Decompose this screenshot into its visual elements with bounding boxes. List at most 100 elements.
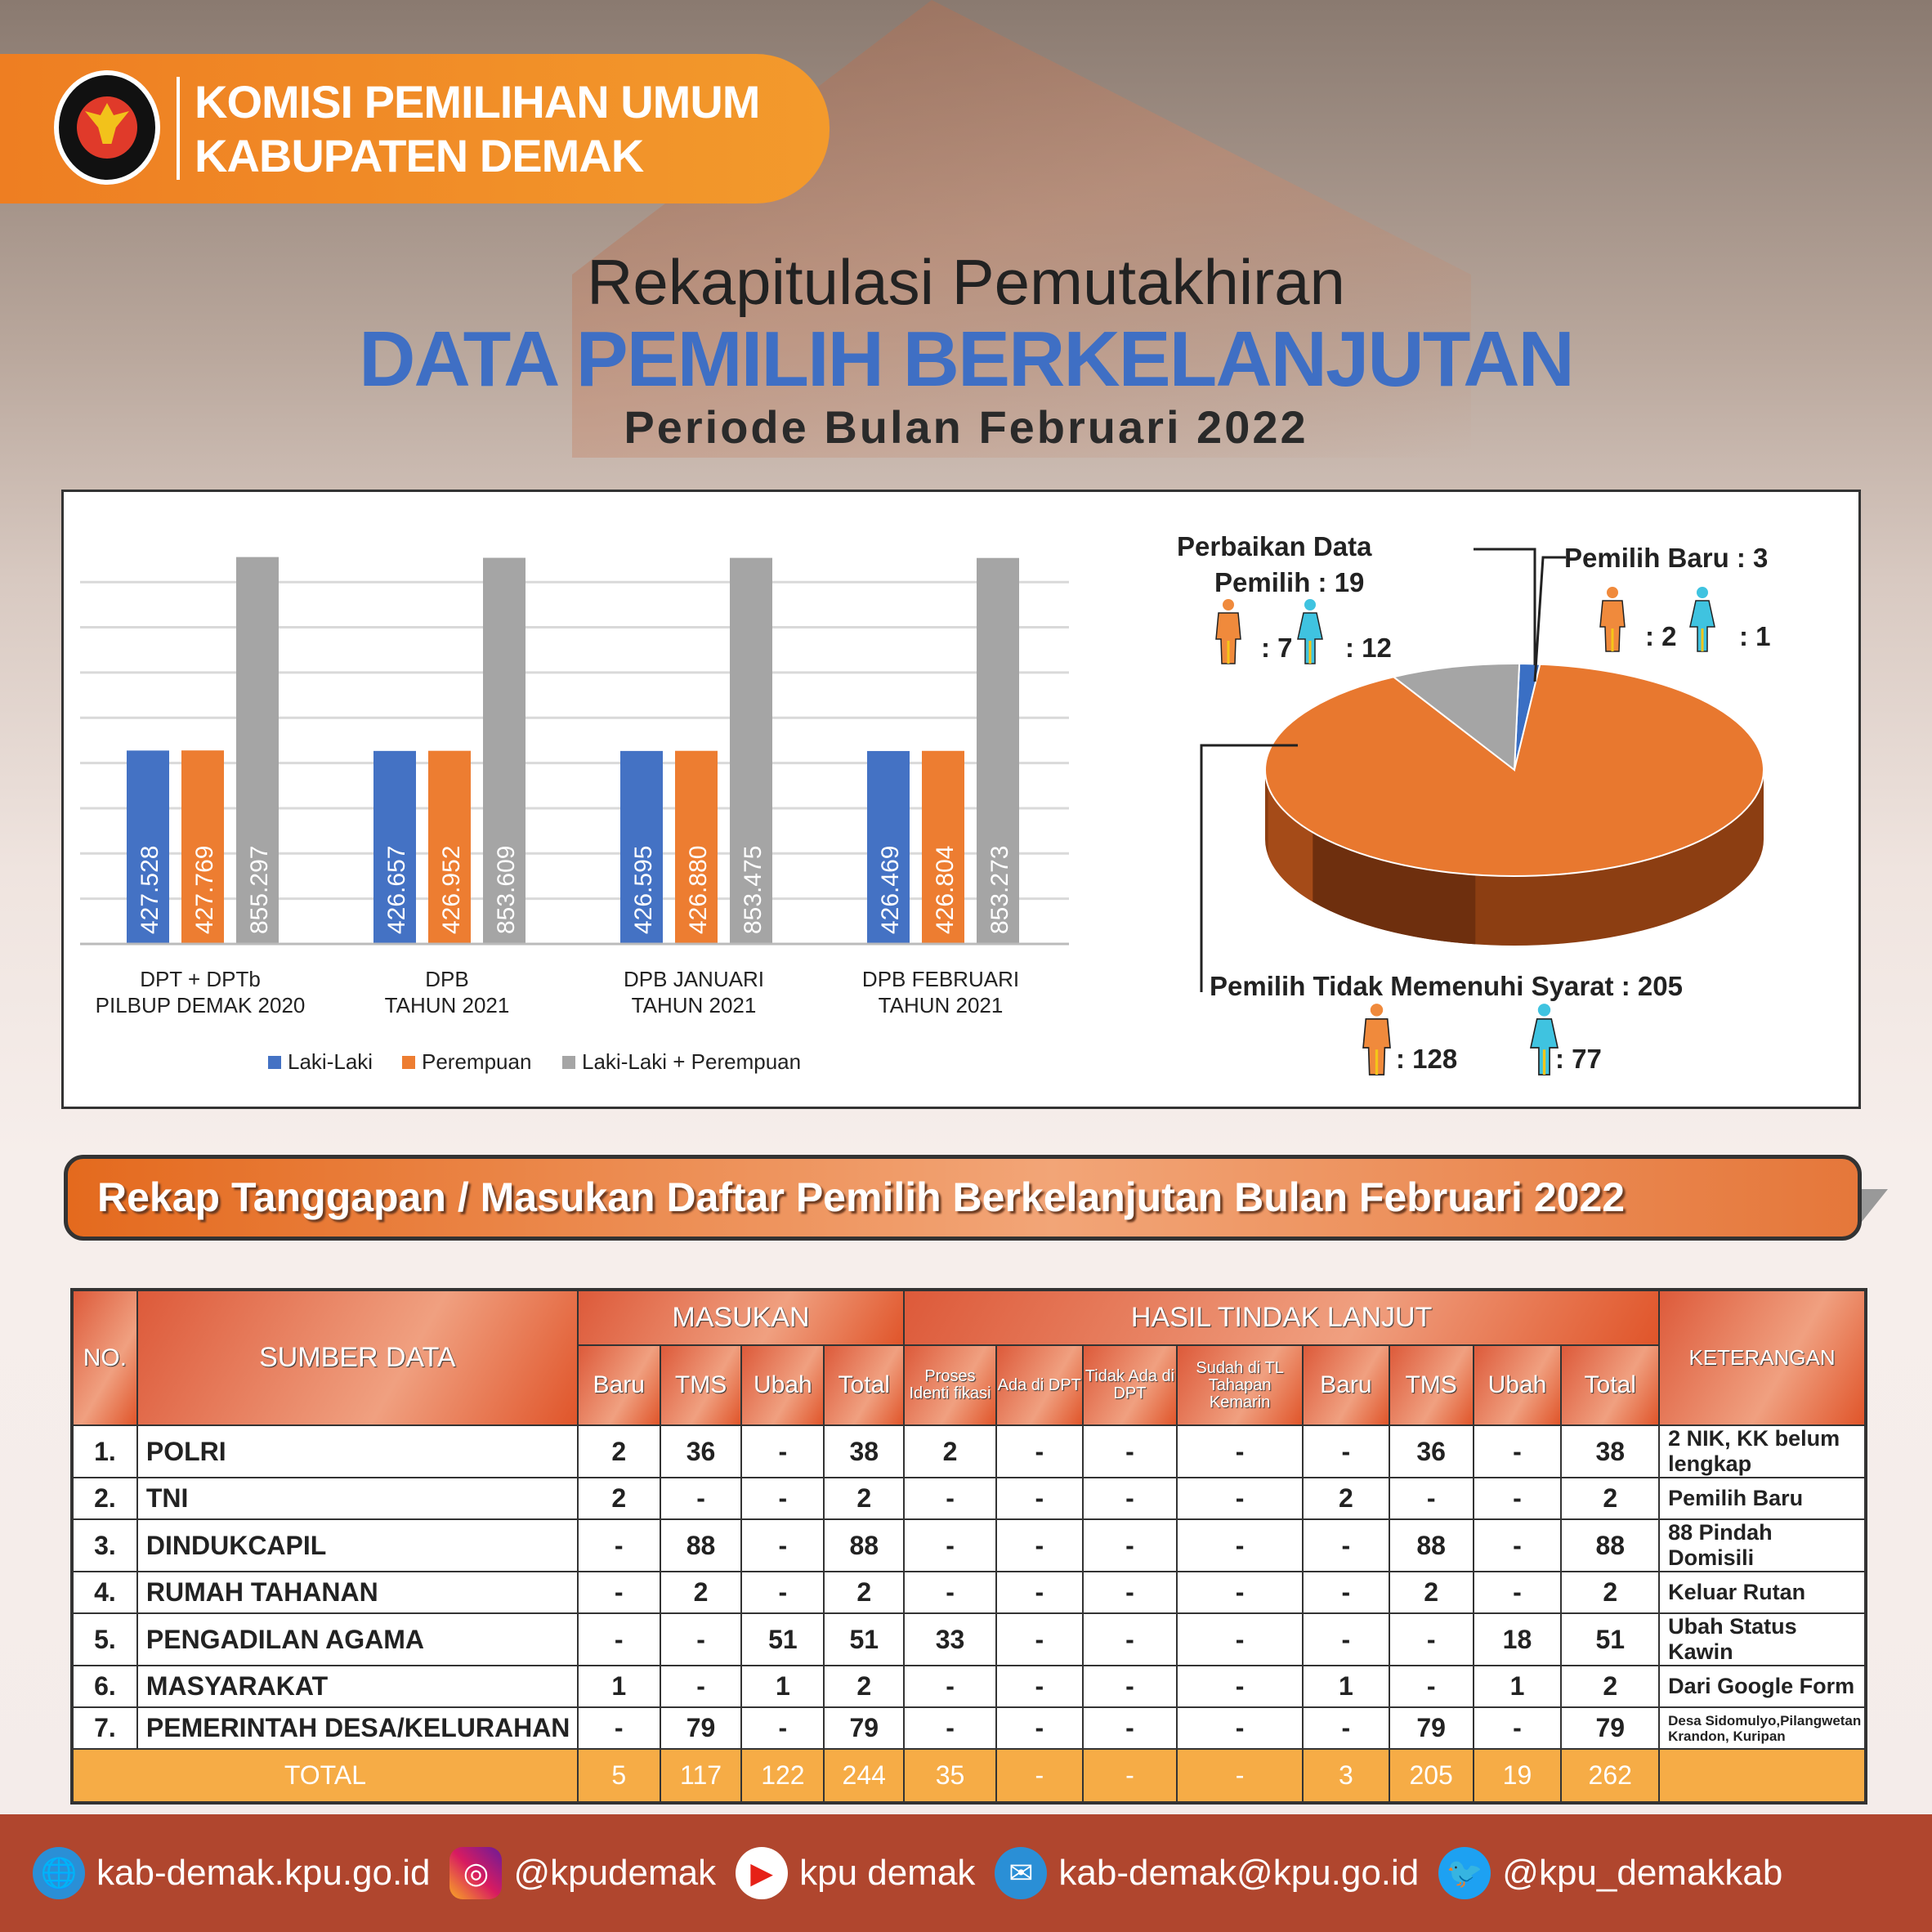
cell-value: 1 (576, 1665, 661, 1708)
cell-value: 79 (1388, 1706, 1474, 1750)
bar-2 (483, 557, 525, 944)
row-number: 4. (71, 1571, 138, 1614)
bar-2 (977, 557, 1019, 944)
leader-line (1200, 744, 1298, 992)
source-name: MASYARAKAT (136, 1665, 579, 1708)
cell-value: - (995, 1518, 1084, 1572)
org-region: KABUPATEN DEMAK (195, 130, 644, 181)
cell-value: - (903, 1706, 997, 1750)
cell-value: 2 (823, 1665, 906, 1708)
cell-value: 88 (1560, 1518, 1661, 1572)
bar-value-label: 426.595 (630, 846, 657, 934)
row-note: Pemilih Baru (1658, 1477, 1867, 1520)
cell-value: 88 (823, 1518, 906, 1572)
cell-value: - (903, 1477, 997, 1520)
twitter-icon: 🐦 (1438, 1847, 1491, 1899)
perbaikan-male: : 7 (1261, 633, 1293, 663)
email-link[interactable]: kab-demak@kpu.go.id (1058, 1853, 1420, 1893)
cell-value: 51 (740, 1612, 825, 1666)
table-row: 5. PENGADILAN AGAMA - -51 51 33- - - - -18 51 Ubah … (71, 1612, 1867, 1666)
source-name: RUMAH TAHANAN (136, 1571, 579, 1614)
total-value: 262 (1560, 1748, 1661, 1804)
category-line: DPB JANUARI (624, 967, 764, 991)
bar-0 (867, 750, 910, 944)
twitter-link[interactable]: @kpu_demakkab (1502, 1853, 1783, 1893)
cell-value: - (1081, 1518, 1178, 1572)
header-keterangan: KETERANGAN (1658, 1289, 1867, 1426)
title-main: DATA PEMILIH BERKELANJUTAN (359, 315, 1575, 403)
baru-male: : 2 (1645, 621, 1677, 651)
bar-1 (181, 750, 224, 944)
cell-value: - (1081, 1571, 1178, 1614)
cell-value: - (740, 1571, 825, 1614)
category-label: DPB TAHUN 2021 (324, 966, 570, 1018)
leader-line (1533, 556, 1566, 682)
row-number: 1. (71, 1424, 138, 1478)
cell-value: - (576, 1571, 661, 1614)
source-name: POLRI (136, 1424, 579, 1478)
total-value: 19 (1472, 1748, 1563, 1804)
bar-2 (236, 557, 279, 944)
cell-value: 2 (1388, 1571, 1474, 1614)
cell-value: 38 (1560, 1424, 1661, 1478)
subheader-10: Ubah (1472, 1344, 1563, 1426)
email-icon: ✉ (995, 1847, 1048, 1899)
bar-value-label: 853.273 (986, 846, 1013, 934)
table-row: 3. DINDUKCAPIL -88-88- - - - -88-88 88 Pindah D… (71, 1518, 1867, 1572)
cell-value: - (1472, 1706, 1563, 1750)
subheader-11: Total (1560, 1344, 1661, 1426)
category-label: DPT + DPTb PILBUP DEMAK 2020 (78, 966, 323, 1018)
cell-value: 1 (1301, 1665, 1390, 1708)
total-value: - (1081, 1748, 1178, 1804)
cell-value: 51 (1560, 1612, 1661, 1666)
instagram-link[interactable]: @kpudemak (513, 1853, 717, 1893)
bar-value-label: 427.769 (191, 846, 218, 934)
row-note: Desa Sidomulyo,Pilangwetan Krandon, Kuri… (1658, 1706, 1867, 1750)
cell-value: 33 (903, 1612, 997, 1666)
cell-value: - (903, 1571, 997, 1614)
cell-value: - (1301, 1571, 1390, 1614)
bar-2 (730, 557, 772, 944)
category-line: TAHUN 2021 (384, 993, 510, 1017)
cell-value: - (1176, 1571, 1304, 1614)
cell-value: 2 (1301, 1477, 1390, 1520)
cell-value: - (995, 1665, 1084, 1708)
cell-value: - (1472, 1571, 1563, 1614)
website-link[interactable]: kab-demak.kpu.go.id (96, 1853, 431, 1893)
bar-value-label: 426.657 (383, 846, 410, 934)
subheader-0: Baru (576, 1344, 661, 1426)
pie-slice-2 (1391, 663, 1521, 771)
legend-laki: Laki-Laki (268, 1049, 373, 1075)
row-number: 2. (71, 1477, 138, 1520)
total-value: - (995, 1748, 1084, 1804)
cell-value: 88 (1388, 1518, 1474, 1572)
table-row: 2. TNI 2- -2- - - -2- -2 Pemilih Baru (71, 1477, 1867, 1520)
pie-slice-0 (1514, 663, 1541, 771)
bar-0 (373, 750, 416, 944)
subheader-8: Baru (1301, 1344, 1390, 1426)
source-name: PENGADILAN AGAMA (136, 1612, 579, 1666)
category-label: DPB JANUARI TAHUN 2021 (571, 966, 816, 1018)
youtube-icon: ▶ (736, 1847, 789, 1899)
cell-value: 51 (823, 1612, 906, 1666)
instagram-icon: ◎ (449, 1847, 503, 1899)
header-masukan: MASUKAN (576, 1289, 906, 1346)
cell-value: - (995, 1477, 1084, 1520)
cell-value: - (1176, 1612, 1304, 1666)
subheader-9: TMS (1388, 1344, 1474, 1426)
row-number: 6. (71, 1665, 138, 1708)
cell-value: - (1081, 1706, 1178, 1750)
category-line: DPT + DPTb (140, 967, 261, 991)
youtube-link[interactable]: kpu demak (799, 1853, 976, 1893)
cell-value: 1 (1472, 1665, 1563, 1708)
table-row: 6. MASYARAKAT 1-1 2- - - -1-1 2 Dari Google Form (71, 1665, 1867, 1708)
row-note: Keluar Rutan (1658, 1571, 1867, 1614)
cell-value: 2 (1560, 1477, 1661, 1520)
female-person-icon (1297, 599, 1323, 664)
cell-value: 2 (576, 1424, 661, 1478)
total-value: 244 (823, 1748, 906, 1804)
bar-value-label: 427.528 (136, 846, 163, 934)
subheader-5: Ada di DPT (995, 1344, 1084, 1426)
subheader-2: Ubah (740, 1344, 825, 1426)
subheader-7: Sudah di TL Tahapan Kemarin (1176, 1344, 1304, 1426)
